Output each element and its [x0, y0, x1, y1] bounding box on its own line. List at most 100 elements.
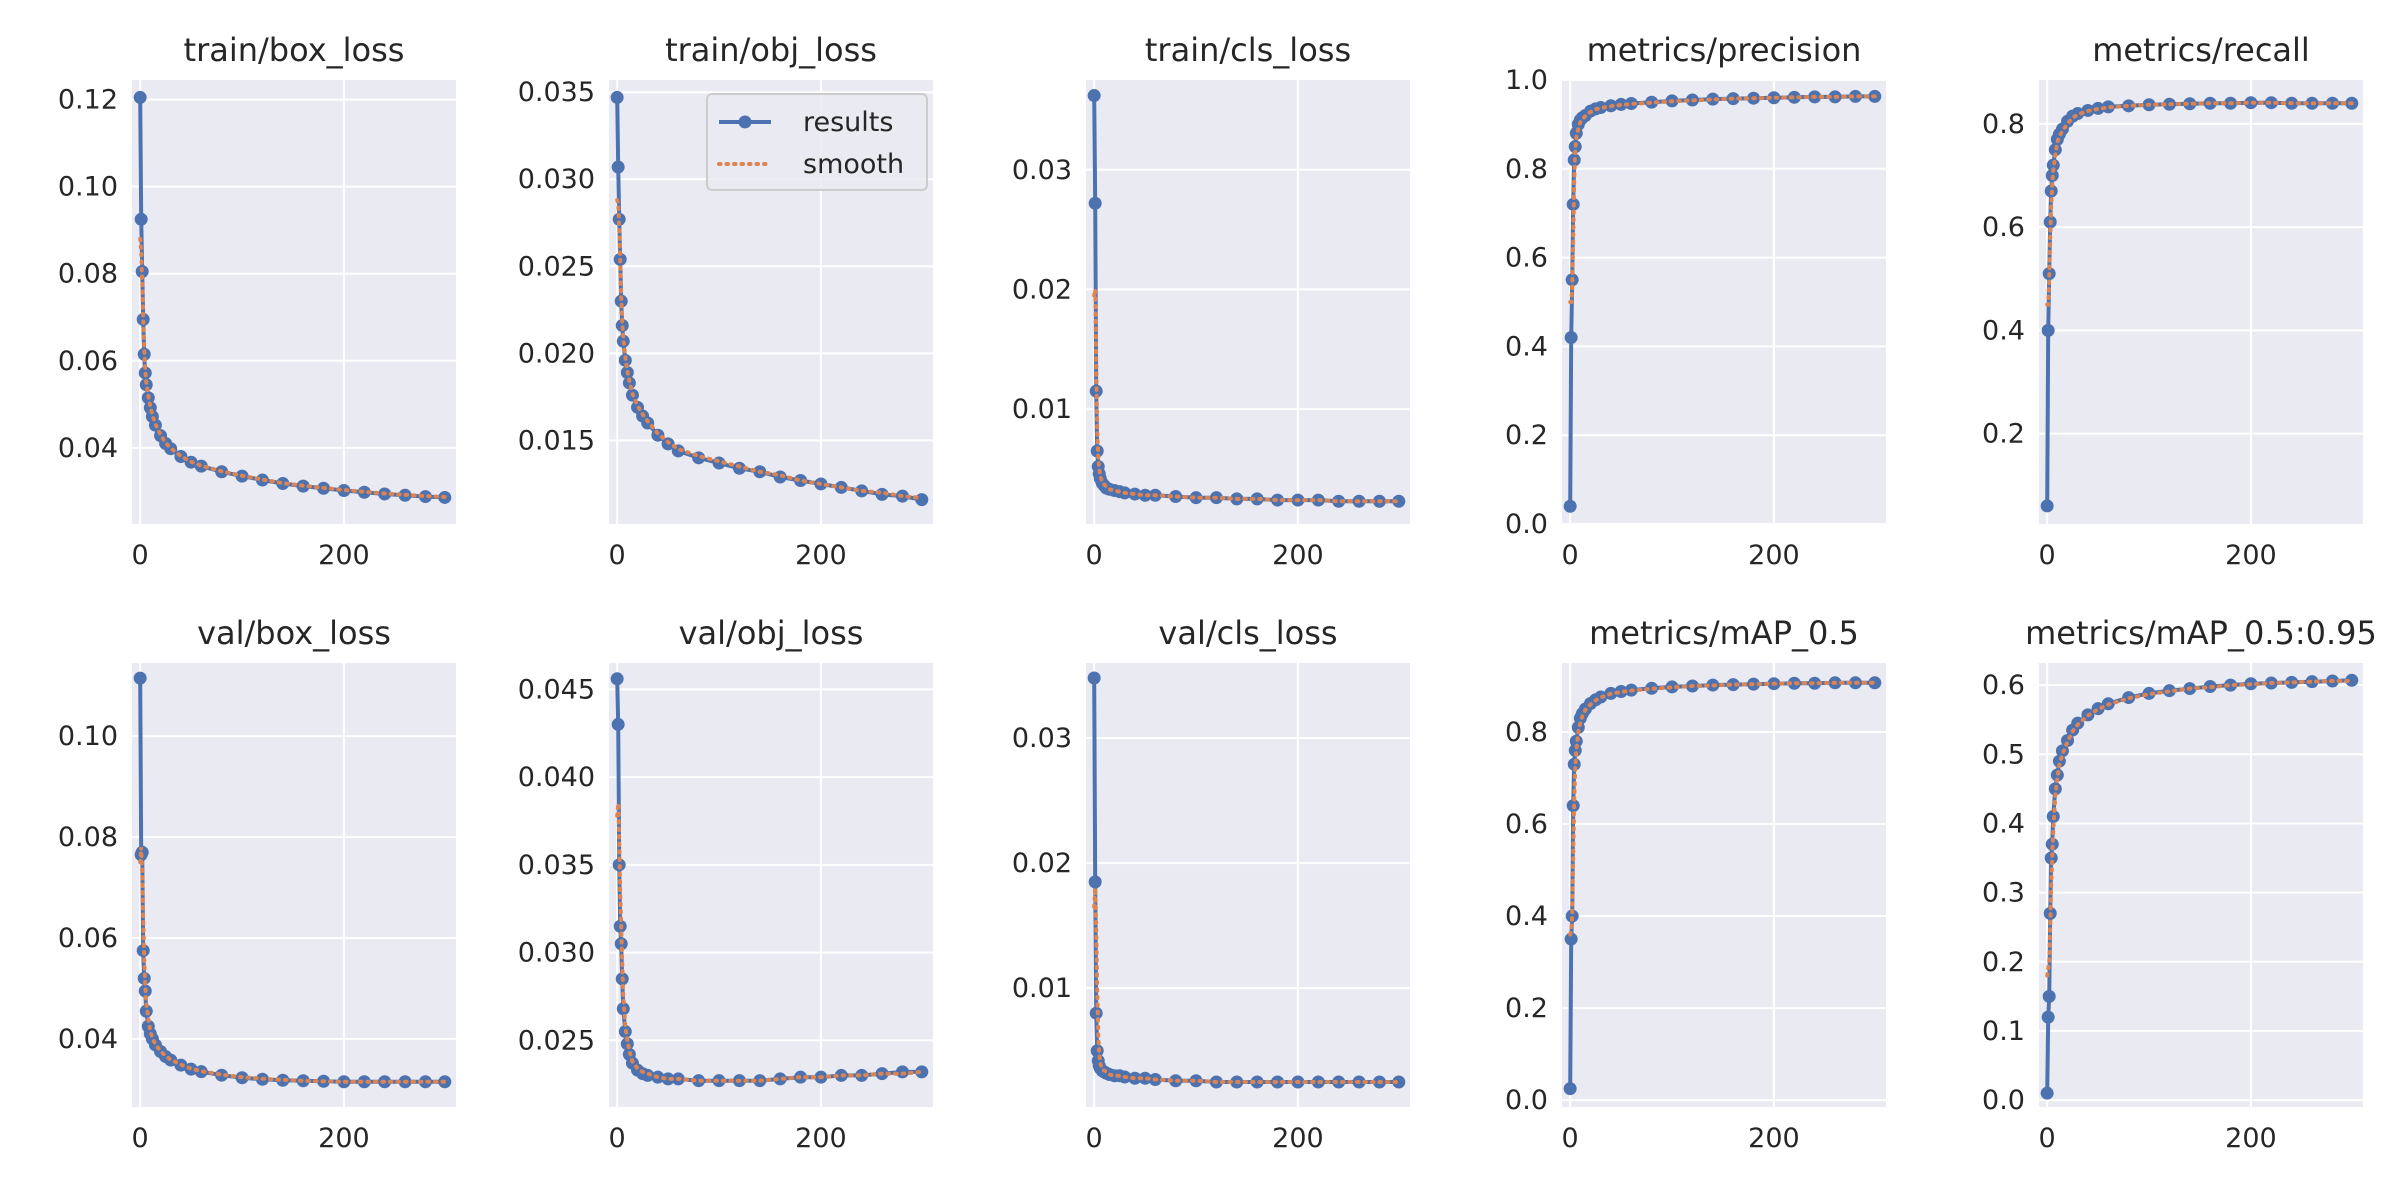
x-tick-label: 0 [2039, 1123, 2056, 1154]
results-point [1564, 932, 1578, 946]
series-group [2040, 673, 2359, 1100]
subplot: 0 200 0.04 0.06 0.08 0.10 0.12 train/box_loss [58, 31, 456, 571]
y-tick-label: 0.2 [1982, 419, 2025, 450]
results-point [2224, 678, 2238, 692]
results-point [2325, 96, 2339, 110]
y-tick-label: 0.08 [58, 822, 118, 853]
y-tick-label: 0.5 [1982, 739, 2025, 770]
results-point [1563, 1082, 1577, 1096]
smooth-line [1568, 680, 1877, 937]
series-group [610, 90, 929, 507]
plot-area [1086, 663, 1410, 1107]
results-point [1088, 196, 1102, 210]
subplot: 0 200 0.025 0.030 0.035 0.040 0.045 val/obj_los… [518, 614, 933, 1154]
series-group [1563, 89, 1882, 513]
y-tick-label: 0.4 [1505, 901, 1548, 932]
y-tick-label: 0.02 [1012, 848, 1072, 879]
y-tick-label: 0.3 [1982, 878, 2025, 909]
smooth-line [615, 803, 924, 1083]
results-point [1332, 1075, 1346, 1089]
series-group [1087, 671, 1406, 1089]
y-tick-label: 0.01 [1012, 394, 1072, 425]
results-point [610, 90, 624, 104]
results-point [357, 485, 371, 499]
results-point [611, 717, 625, 731]
subplot-title: train/cls_loss [1145, 31, 1351, 69]
subplot-title: val/box_loss [197, 614, 391, 652]
y-tick-label: 0.02 [1012, 274, 1072, 305]
y-tick-label: 0.10 [58, 172, 118, 203]
x-tick-label: 200 [318, 1123, 370, 1154]
y-tick-label: 0.04 [58, 1024, 118, 1055]
results-point [2183, 97, 2197, 111]
results-point [357, 1075, 371, 1089]
subplot-title: metrics/recall [2092, 31, 2310, 69]
legend-results-marker [738, 115, 752, 129]
x-tick-label: 200 [2225, 1123, 2277, 1154]
y-tick-label: 0.06 [58, 346, 118, 377]
results-point [1787, 90, 1801, 104]
y-tick-label: 0.0 [1505, 1085, 1548, 1116]
y-tick-label: 0.0 [1982, 1085, 2025, 1116]
results-point [2044, 851, 2058, 865]
results-point [137, 971, 151, 985]
results-point [1564, 331, 1578, 345]
results-point [2041, 323, 2055, 337]
results-point [1563, 499, 1577, 513]
y-tick-label: 0.0 [1505, 509, 1548, 540]
smooth-line [615, 198, 924, 500]
results-point [2345, 673, 2359, 687]
results-point [418, 490, 432, 504]
y-tick-label: 0.4 [1505, 331, 1548, 362]
y-tick-label: 0.6 [1505, 809, 1548, 840]
results-point [133, 671, 147, 685]
subplot: 0 200 0.0 0.2 0.4 0.6 0.8 metrics/mAP_0.5 [1505, 614, 1886, 1154]
results-point [1392, 1075, 1406, 1089]
results-point [1332, 494, 1346, 508]
results-point [1726, 678, 1740, 692]
x-tick-label: 200 [2225, 540, 2277, 571]
y-tick-label: 0.8 [1982, 109, 2025, 140]
legend-results-label: results [803, 107, 893, 138]
subplot: 0 200 0.015 0.020 0.025 0.030 0.035 train/obj_l… [518, 31, 933, 571]
x-tick-label: 0 [609, 1123, 626, 1154]
subplot: 0 200 0.01 0.02 0.03 train/cls_loss [1012, 31, 1410, 571]
subplot-title: metrics/mAP_0.5 [1589, 614, 1859, 652]
series-group [610, 672, 929, 1088]
smooth-line [138, 847, 447, 1084]
y-tick-label: 0.03 [1012, 723, 1072, 754]
results-point [1138, 1071, 1152, 1085]
smooth-line [1092, 887, 1401, 1084]
results-point [2045, 837, 2059, 851]
results-point [1087, 89, 1101, 103]
subplot: 0 200 0.2 0.4 0.6 0.8 metrics/recall [1982, 31, 2363, 571]
results-point [276, 1073, 290, 1087]
results-point [1808, 676, 1822, 690]
results-point [2264, 96, 2278, 110]
subplot-title: metrics/mAP_0.5:0.95 [2025, 614, 2377, 652]
results-point [2101, 100, 2115, 114]
results-point [773, 1072, 787, 1086]
results-point [1848, 89, 1862, 103]
results-point [611, 160, 625, 174]
results-point [794, 473, 808, 487]
y-tick-label: 0.025 [518, 251, 595, 282]
results-point [1087, 671, 1101, 685]
results-point [614, 294, 628, 308]
smooth-line [1568, 94, 1877, 304]
results-point [1088, 875, 1102, 889]
x-tick-label: 0 [132, 540, 149, 571]
x-tick-label: 200 [795, 1123, 847, 1154]
y-tick-label: 0.4 [1982, 315, 2025, 346]
y-tick-label: 0.06 [58, 923, 118, 954]
results-point [1250, 1075, 1264, 1089]
results-point [418, 1075, 432, 1089]
series-group [2040, 96, 2359, 513]
series-group [133, 90, 452, 504]
results-point [1614, 685, 1628, 699]
plot-area [2039, 663, 2363, 1107]
x-tick-label: 200 [1748, 1123, 1800, 1154]
y-tick-label: 0.030 [518, 938, 595, 969]
results-point [2040, 499, 2054, 513]
y-tick-label: 0.6 [1982, 670, 2025, 701]
